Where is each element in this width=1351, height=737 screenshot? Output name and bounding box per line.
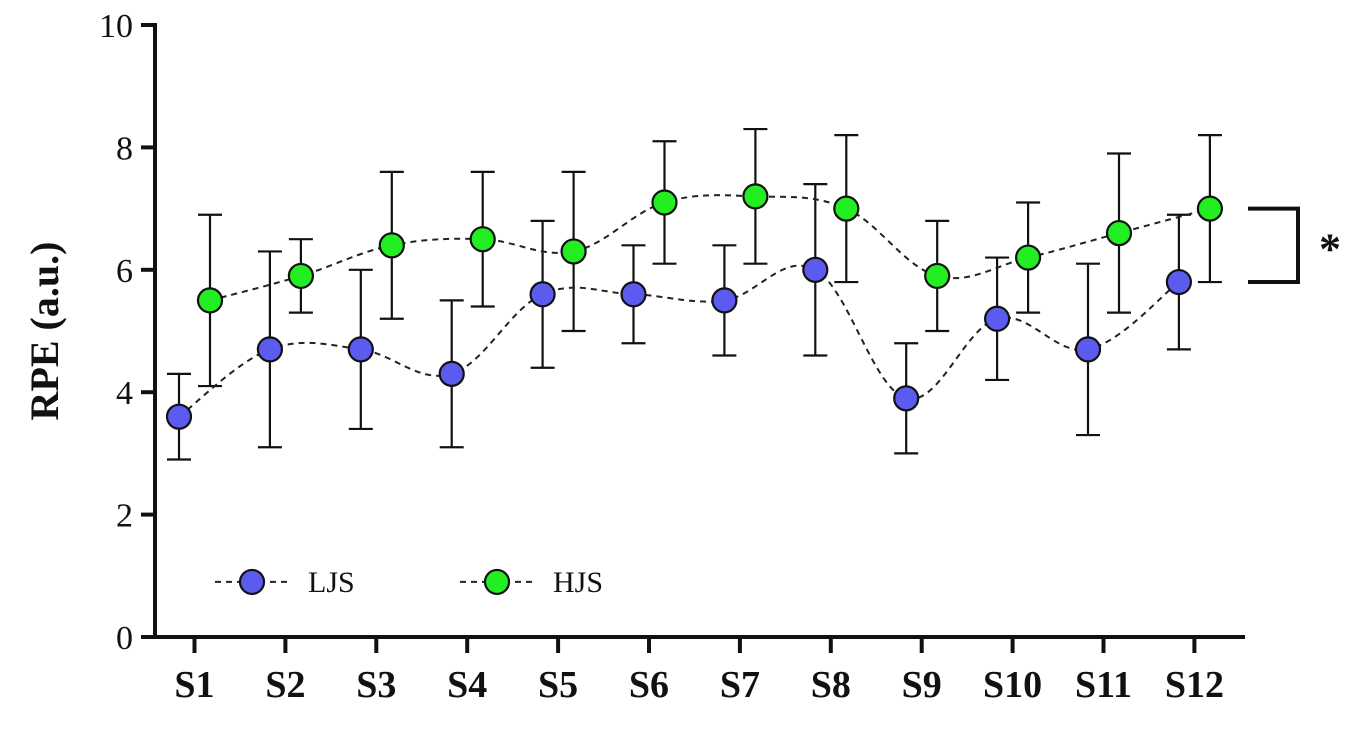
- x-tick-label: S1: [174, 664, 214, 706]
- point-hjs-s7: [742, 183, 769, 210]
- legend-label: LJS: [308, 566, 355, 599]
- y-tick-label: 6: [116, 253, 133, 290]
- x-tick-label: S3: [356, 664, 396, 706]
- legend-layer: LJS HJS: [215, 566, 603, 599]
- point-ljs-s9: [893, 385, 920, 412]
- point-ljs-s11: [1074, 336, 1102, 363]
- x-tick-label: S2: [265, 664, 305, 706]
- y-tick-label: 2: [116, 498, 133, 535]
- significance-asterisk: *: [1319, 224, 1341, 273]
- x-tick-label: S6: [629, 664, 669, 706]
- line-layer: [178, 194, 1211, 418]
- point-ljs-s1: [165, 403, 193, 430]
- x-tick-label: S5: [538, 664, 578, 706]
- point-hjs-s9: [924, 262, 951, 290]
- y-axis-title: RPE (a.u.): [22, 242, 67, 421]
- point-hjs-s11: [1105, 219, 1133, 247]
- point-hjs-s4: [469, 226, 496, 253]
- marker-layer: [165, 183, 1224, 430]
- x-tick-label: S9: [902, 664, 942, 706]
- series-line-ljs: [178, 264, 1180, 418]
- point-ljs-s7: [711, 287, 738, 314]
- legend-item-hjs: HJS: [460, 566, 603, 599]
- point-hjs-s12: [1196, 195, 1224, 222]
- x-tick-label: S8: [811, 664, 851, 706]
- annotation-layer: *: [1248, 206, 1341, 285]
- point-ljs-s6: [620, 281, 647, 308]
- y-tick-label: 10: [99, 8, 133, 45]
- point-hjs-s2: [287, 262, 314, 290]
- legend-marker: [238, 568, 266, 596]
- x-tick-label: S10: [983, 664, 1042, 706]
- point-hjs-s3: [378, 232, 405, 259]
- legend-marker: [483, 568, 511, 596]
- legend-label: HJS: [553, 566, 603, 599]
- point-hjs-s1: [196, 287, 224, 314]
- point-ljs-s8: [802, 256, 829, 283]
- point-hjs-s8: [833, 195, 860, 222]
- point-hjs-s6: [651, 189, 678, 216]
- point-hjs-s10: [1014, 244, 1042, 271]
- point-ljs-s12: [1165, 268, 1193, 296]
- significance-bracket: [1248, 206, 1300, 285]
- x-tick-label: S11: [1075, 664, 1132, 706]
- y-tick-label: 4: [116, 375, 133, 412]
- point-ljs-s4: [438, 360, 465, 387]
- errorbar-layer: [167, 127, 1222, 461]
- x-tick-label: S4: [447, 664, 487, 706]
- point-ljs-s2: [256, 336, 283, 363]
- legend-item-ljs: LJS: [215, 566, 355, 599]
- x-tick-label: S7: [720, 664, 760, 706]
- point-ljs-s10: [983, 305, 1011, 332]
- point-hjs-s5: [560, 238, 587, 265]
- point-ljs-s5: [529, 281, 556, 308]
- y-tick-label: 8: [116, 130, 133, 167]
- axes-layer: 0 2 4 6 8 10 RPE (a.u.) S1 S2 S3 S4 S5 S6 S7 S8 S9 S10 S1…: [22, 8, 1245, 706]
- x-tick-label: S12: [1165, 664, 1224, 706]
- y-tick-label: 0: [116, 620, 133, 657]
- point-ljs-s3: [347, 336, 374, 363]
